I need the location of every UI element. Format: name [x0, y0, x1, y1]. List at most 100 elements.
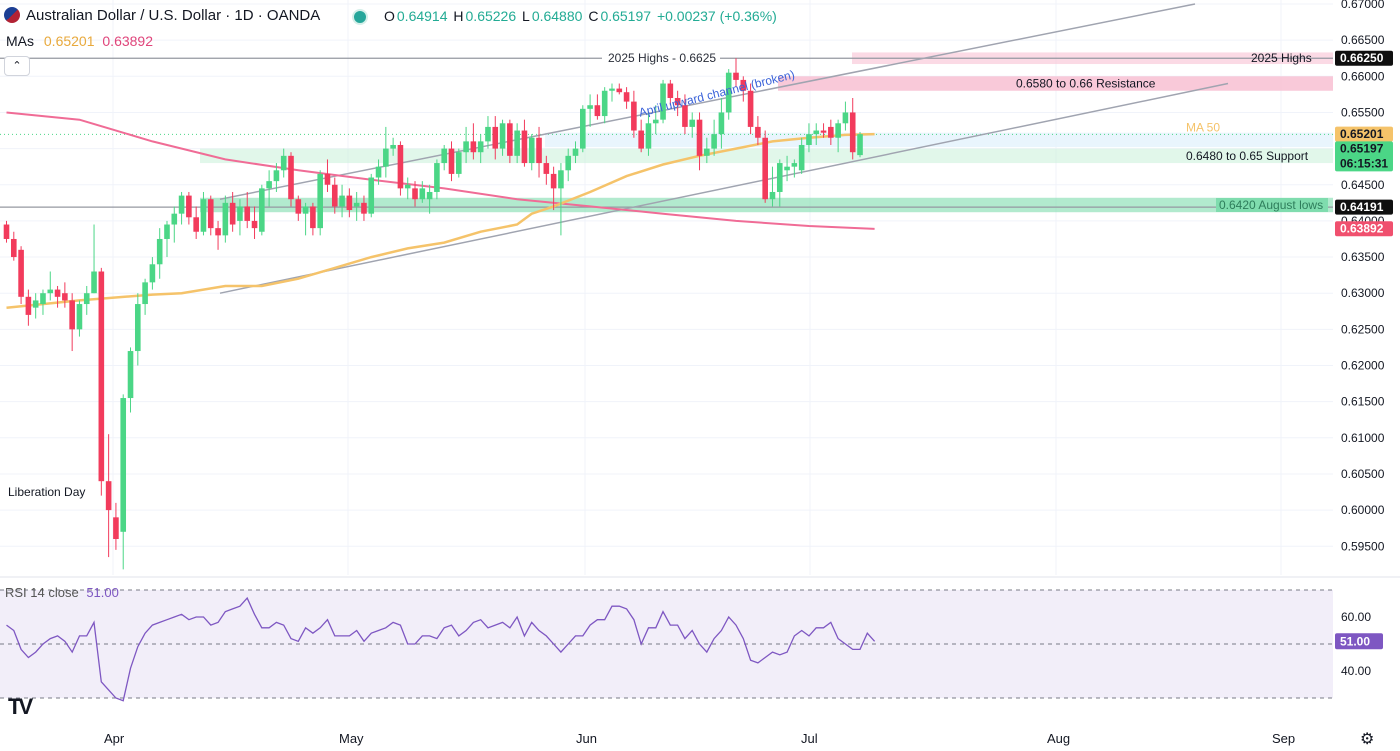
candle-body [324, 173, 331, 185]
candle-body [550, 173, 557, 189]
candle-body [704, 148, 710, 156]
candle-body [594, 105, 601, 117]
candle-body [477, 141, 484, 153]
candle-body [353, 202, 360, 207]
candle-body [390, 144, 396, 149]
price-tick-label: 0.60500 [1341, 467, 1385, 481]
rsi-line [6, 596, 876, 702]
price-tick-label: 0.62000 [1341, 359, 1385, 373]
candle-body [784, 166, 790, 171]
candle-body [667, 83, 674, 98]
time-axis-label: Apr [104, 731, 125, 746]
candle-body [76, 304, 83, 330]
highs-line-label: 2025 Highs - 0.6625 [608, 51, 716, 65]
candle-body [149, 264, 156, 283]
close-label: C [588, 8, 599, 24]
candle-body [689, 119, 696, 127]
candle-body [426, 191, 433, 200]
support-label: 0.6480 to 0.65 Support [1186, 149, 1309, 163]
candle-body [492, 126, 499, 149]
chevron-up-icon[interactable]: ⌃ [4, 56, 30, 76]
candle-body [404, 184, 411, 189]
candle-body [346, 195, 353, 211]
candle-body [339, 195, 345, 207]
candle-body [127, 351, 134, 399]
candle-body [798, 144, 805, 171]
candle-body [507, 123, 513, 156]
time-axis-label: Aug [1047, 731, 1070, 746]
candle-body [543, 163, 550, 174]
candle-body [280, 155, 287, 171]
candle-body [215, 228, 221, 236]
candle-body [383, 148, 389, 167]
candle-body [200, 199, 207, 232]
candle-body [266, 181, 272, 189]
candle-body [62, 293, 68, 301]
candle-body [514, 130, 520, 156]
mas-legend[interactable]: MAs 0.65201 0.63892 [6, 33, 153, 49]
high-value: 0.65226 [465, 8, 517, 24]
candle-body [558, 170, 564, 189]
rsi-tick-label: 40.00 [1341, 664, 1371, 678]
candle-body [288, 155, 294, 200]
candle-body [10, 238, 17, 258]
candle-body [229, 202, 236, 225]
candle-body [857, 134, 863, 156]
symbol-title[interactable]: Australian Dollar / U.S. Dollar · 1D · O… [26, 7, 320, 24]
price-tick-label: 0.59500 [1341, 539, 1385, 553]
channel-upper-line [219, 3, 1196, 200]
candle-body [470, 141, 477, 153]
candle-body [769, 191, 776, 200]
close-value: 0.65197 [600, 8, 652, 24]
candle-body [674, 97, 681, 106]
candle-body [251, 220, 258, 229]
candle-body [178, 195, 185, 214]
candle-body [616, 88, 623, 93]
gear-icon[interactable]: ⚙ [1360, 731, 1375, 748]
low-label: L [522, 8, 530, 24]
candle-body [711, 134, 717, 149]
high-label: H [453, 8, 464, 24]
open-label: O [384, 8, 395, 24]
candle-body [375, 166, 382, 178]
resistance-zone [778, 76, 1333, 91]
candle-body [54, 289, 61, 297]
candle-body [609, 88, 615, 91]
upper-zone [545, 132, 1333, 148]
price-tick-label: 0.63000 [1341, 286, 1385, 300]
ma200-legend-value: 0.63892 [102, 33, 153, 49]
ma200-price-tag-bg [1335, 221, 1393, 237]
candle-body [528, 137, 535, 164]
candle-body [733, 72, 739, 80]
candle-body [222, 202, 229, 236]
ohlc-readout: O 0.64914 H 0.65226 L 0.64880 C 0.65197 +0.0… [384, 8, 779, 24]
tradingview-logo-icon[interactable]: TV [8, 694, 33, 719]
candle-body [113, 517, 119, 540]
candle-body [156, 238, 163, 265]
candle-body [448, 148, 455, 174]
candle-body [83, 293, 90, 305]
highs-price-tag-bg [1335, 50, 1393, 66]
rsi-legend[interactable]: RSI 14 close 51.00 [5, 585, 119, 600]
last-price-tag-bg [1335, 141, 1393, 172]
candle-body [302, 206, 309, 214]
candle-body [3, 224, 10, 239]
rsi-value-tag: 51.00 [1340, 634, 1370, 648]
channel-lower-line [219, 82, 1229, 294]
highs-price-tag: 0.66250 [1340, 51, 1384, 65]
price-tick-label: 0.67000 [1341, 0, 1385, 11]
candle-body [105, 481, 112, 511]
candle-body [244, 206, 251, 221]
candle-body [755, 126, 761, 138]
low-value: 0.64880 [531, 8, 583, 24]
candle-body [820, 130, 827, 133]
time-axis-label: May [339, 731, 364, 746]
candle-body [725, 72, 732, 113]
august-lows-price-tag: 0.64191 [1340, 200, 1384, 214]
candle-body [740, 79, 747, 91]
candle-body [331, 184, 338, 207]
symbol-title-text: Australian Dollar / U.S. Dollar · 1D · O… [26, 7, 321, 24]
time-axis-label: Sep [1272, 731, 1295, 746]
candle-body [660, 83, 666, 120]
